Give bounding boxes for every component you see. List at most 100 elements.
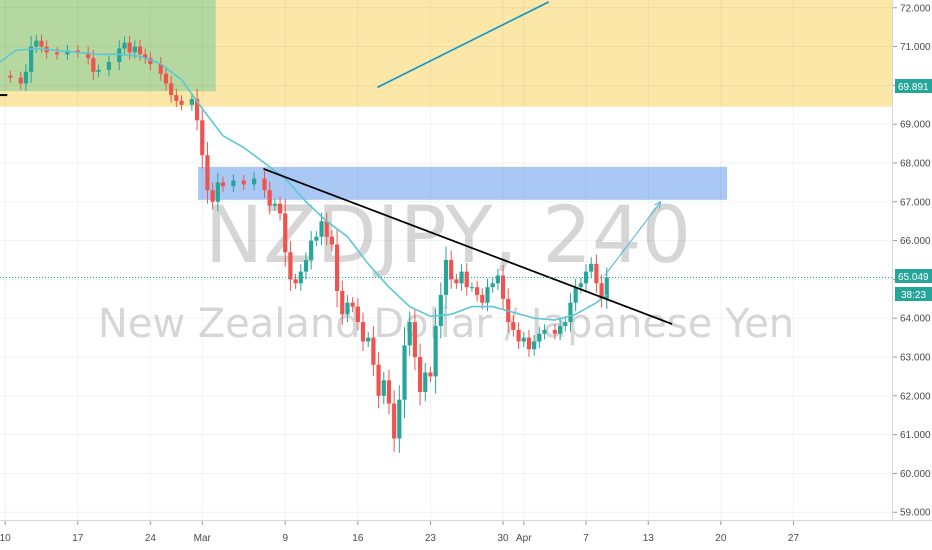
candle-body	[366, 337, 371, 342]
trendline-line	[377, 1, 550, 89]
candle-body	[179, 100, 184, 105]
candle-body	[137, 46, 143, 55]
time-axis-panel[interactable]	[0, 521, 932, 550]
projection-arrowhead	[654, 200, 662, 209]
candle-body	[262, 178, 267, 191]
candle-body	[397, 399, 402, 439]
price-tick-label: 72.000	[900, 3, 931, 14]
candle-body	[345, 302, 350, 315]
candles-layer	[8, 34, 609, 453]
candle-body	[355, 306, 360, 323]
time-tick-label: Mar	[194, 533, 212, 544]
trendline-line	[263, 168, 673, 325]
candle-body	[65, 50, 70, 55]
time-tick-label: 7	[583, 533, 589, 544]
resistance-price-badge	[895, 79, 932, 93]
candle-body	[516, 329, 521, 342]
candle-body	[293, 279, 298, 284]
candle-body	[174, 95, 179, 101]
candle-body	[272, 203, 277, 206]
candle-body	[39, 40, 44, 47]
candle-body	[568, 302, 573, 323]
candle-body	[578, 283, 583, 288]
time-tick-label: 30	[497, 533, 509, 544]
time-tick-label: 17	[72, 533, 84, 544]
candle-body	[117, 48, 122, 63]
time-tick-label: Apr	[516, 533, 532, 544]
candle-body	[158, 64, 163, 74]
candle-body	[480, 294, 485, 303]
candle-body	[267, 190, 272, 206]
countdown-label: 38:23	[901, 290, 926, 301]
candle-body	[86, 52, 91, 59]
candle-body	[459, 271, 464, 284]
candle-body	[324, 221, 329, 237]
candle-body	[54, 52, 60, 55]
candle-body	[220, 182, 226, 187]
resistance-price-label: 69.891	[898, 82, 929, 93]
price-axis-panel[interactable]	[893, 0, 932, 520]
price-badges: 69.891 65.049 38:23	[895, 79, 932, 301]
candle-body	[386, 380, 392, 404]
candle-body	[148, 58, 153, 65]
price-tick-label: 63.000	[900, 353, 931, 364]
candle-body	[511, 322, 516, 330]
candle-body	[464, 271, 469, 288]
candle-body	[412, 322, 417, 358]
price-tick-label: 71.000	[900, 42, 931, 53]
time-tick-label: 23	[425, 533, 437, 544]
countdown-badge	[895, 287, 932, 301]
time-tick-label: 13	[643, 533, 655, 544]
candle-body	[526, 337, 532, 350]
ema-layer	[0, 47, 608, 321]
candle-body	[490, 283, 495, 288]
candle-body	[283, 213, 288, 253]
candle-body	[205, 155, 210, 191]
candle-body	[552, 329, 557, 334]
candle-body	[558, 325, 563, 334]
candle-body	[360, 322, 366, 342]
candle-body	[438, 294, 443, 326]
candle-body	[604, 277, 609, 299]
current-price-badge	[895, 269, 932, 283]
candle-body	[475, 287, 480, 295]
price-tick-label: 69.000	[900, 120, 931, 131]
candle-body	[500, 275, 506, 299]
projection-line	[604, 201, 662, 276]
zone-target	[198, 166, 728, 200]
time-axis[interactable]: 10 17 24 Mar 9 16 23 30 Apr 7 13 20 27	[0, 521, 799, 544]
candle-body	[335, 244, 340, 292]
candle-body	[469, 287, 475, 289]
candle-body	[407, 322, 412, 346]
watermark-description: New Zealand Dollar / Japanese Yen	[98, 301, 794, 347]
candle-body	[18, 77, 23, 84]
candle-body	[189, 98, 194, 105]
candle-body	[309, 240, 314, 260]
drawings-layer[interactable]	[0, 1, 673, 325]
candle-body	[449, 260, 454, 280]
candle-body	[314, 236, 319, 241]
candle-body	[303, 260, 309, 272]
candle-body	[594, 263, 599, 284]
candle-body	[34, 40, 39, 47]
zones-layer	[0, 0, 892, 200]
price-tick-label: 62.000	[900, 391, 931, 402]
time-tick-label: 27	[788, 533, 800, 544]
candle-body	[29, 46, 34, 72]
candle-body	[392, 403, 397, 439]
candle-body	[200, 120, 205, 156]
candle-body	[542, 329, 547, 334]
candle-body	[376, 364, 381, 396]
candle-body	[288, 252, 293, 280]
candle-body	[583, 271, 589, 284]
candle-body	[319, 221, 324, 237]
current-price-label: 65.049	[898, 272, 929, 283]
watermark-interval: 240	[542, 191, 691, 281]
candle-body	[122, 42, 127, 49]
candle-body	[350, 302, 355, 307]
candle-body	[563, 322, 568, 326]
candle-body	[433, 325, 438, 377]
candle-body	[329, 236, 334, 245]
candle-body	[537, 333, 542, 342]
